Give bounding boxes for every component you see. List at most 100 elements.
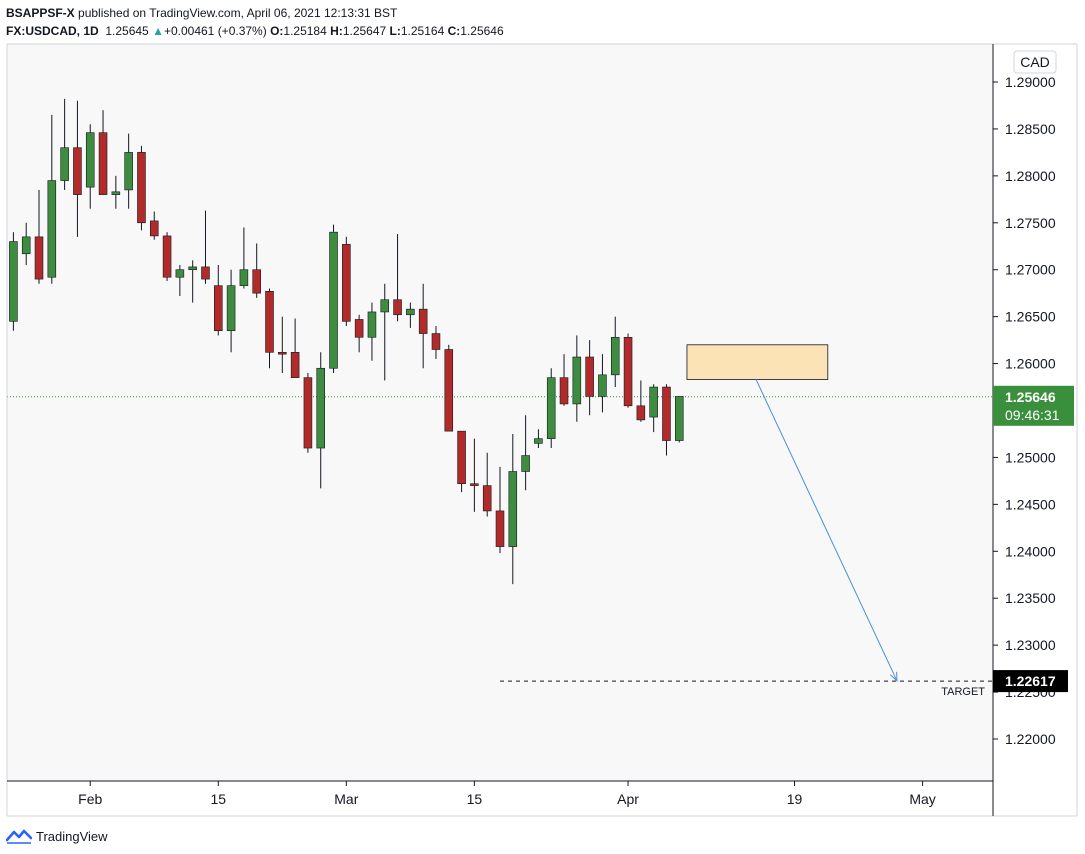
candle-body — [457, 430, 466, 485]
candle-body — [162, 235, 172, 278]
candle[interactable] — [418, 283, 428, 369]
open-label: O: — [270, 24, 284, 38]
candle[interactable] — [188, 260, 197, 303]
currency-label-box[interactable] — [1013, 50, 1057, 74]
candle[interactable] — [636, 380, 646, 422]
candle[interactable] — [534, 429, 543, 449]
candle[interactable] — [329, 224, 338, 373]
arrow-group — [755, 379, 898, 682]
candle[interactable] — [47, 114, 57, 284]
published-text: published on TradingView.com, April 06, … — [78, 6, 398, 20]
x-tick-label: Feb — [78, 791, 102, 807]
candle[interactable] — [521, 415, 530, 491]
change-arrow-icon: ▲ — [152, 24, 164, 38]
candle[interactable] — [393, 234, 402, 322]
candle[interactable] — [98, 110, 108, 195]
candle[interactable] — [162, 232, 172, 281]
arrow-head-icon — [889, 671, 898, 682]
candle[interactable] — [649, 384, 658, 433]
candle[interactable] — [278, 316, 287, 373]
x-tick-label: 15 — [210, 791, 226, 807]
candle-body — [431, 333, 441, 350]
candle[interactable] — [623, 333, 633, 408]
candle-body — [675, 396, 684, 441]
target-badge-bg — [993, 670, 1068, 693]
supply-zone[interactable] — [686, 344, 829, 380]
candle-body — [34, 236, 44, 280]
y-tick-label: 1.22000 — [1005, 731, 1056, 747]
target-label: TARGET — [941, 686, 985, 698]
candle[interactable] — [546, 368, 556, 449]
candle[interactable] — [380, 283, 390, 381]
candle[interactable] — [226, 269, 236, 353]
candle[interactable] — [495, 466, 505, 554]
candle[interactable] — [60, 98, 69, 190]
candle-body — [623, 336, 633, 407]
candle-body — [201, 266, 210, 280]
candle-body — [636, 405, 646, 421]
candle[interactable] — [572, 335, 582, 422]
candle[interactable] — [675, 396, 684, 443]
candle[interactable] — [34, 189, 44, 284]
candle-body — [354, 319, 364, 338]
candle[interactable] — [585, 340, 594, 416]
candle[interactable] — [457, 430, 466, 493]
candle[interactable] — [342, 236, 351, 327]
candle[interactable] — [482, 452, 492, 517]
y-tick-label: 1.28000 — [1005, 168, 1056, 184]
candle[interactable] — [367, 302, 377, 361]
candle[interactable] — [21, 222, 31, 266]
candle[interactable] — [175, 265, 185, 296]
candle[interactable] — [559, 354, 569, 406]
projection-arrow[interactable] — [755, 379, 898, 682]
symbol-line: FX:USDCAD, 1D 1.25645 ▲+0.00461 (+0.37%)… — [6, 22, 504, 40]
candle[interactable] — [137, 145, 146, 231]
candle-body — [572, 356, 582, 405]
target-price-badge: 1.22617 — [993, 670, 1068, 693]
candle[interactable] — [111, 175, 121, 209]
high-value: 1.25647 — [342, 24, 387, 38]
candle-body — [60, 147, 69, 181]
candle-body — [149, 220, 159, 237]
publish-line: BSAPPSF-X published on TradingView.com, … — [6, 4, 504, 22]
candle[interactable] — [431, 326, 441, 359]
candle[interactable] — [610, 316, 620, 388]
candle[interactable] — [214, 265, 223, 336]
candle[interactable] — [239, 227, 249, 289]
candle[interactable] — [124, 133, 133, 209]
candle[interactable] — [201, 210, 210, 284]
candle-body — [585, 356, 594, 397]
candle-body — [495, 510, 505, 547]
high-label: H: — [330, 24, 343, 38]
candle[interactable] — [316, 352, 325, 489]
candle[interactable] — [662, 384, 671, 456]
candle[interactable] — [9, 232, 18, 331]
tradingview-brand[interactable]: TradingView — [36, 828, 108, 844]
candle-body — [380, 299, 390, 313]
zone-group — [686, 344, 829, 380]
candle[interactable] — [303, 372, 313, 453]
candle[interactable] — [290, 318, 300, 378]
plot-area[interactable] — [7, 44, 993, 781]
candle-body — [239, 269, 249, 286]
candle[interactable] — [406, 302, 415, 328]
candle[interactable] — [354, 314, 364, 353]
candle-body — [214, 285, 223, 332]
candle[interactable] — [85, 124, 95, 209]
candle[interactable] — [252, 243, 261, 298]
candle[interactable] — [149, 211, 159, 240]
candle[interactable] — [73, 100, 82, 237]
candle[interactable] — [470, 438, 479, 512]
candle-body — [265, 291, 274, 353]
candle-body — [124, 152, 133, 191]
candle[interactable] — [265, 288, 274, 369]
y-tick-label: 1.23500 — [1005, 590, 1056, 606]
candle[interactable] — [508, 433, 518, 585]
tradingview-logo-icon[interactable] — [6, 828, 32, 844]
candle-body — [482, 485, 492, 512]
y-tick-label: 1.24000 — [1005, 543, 1056, 559]
candle[interactable] — [598, 354, 607, 413]
candle[interactable] — [444, 344, 454, 432]
author-name[interactable]: BSAPPSF-X — [6, 6, 75, 20]
